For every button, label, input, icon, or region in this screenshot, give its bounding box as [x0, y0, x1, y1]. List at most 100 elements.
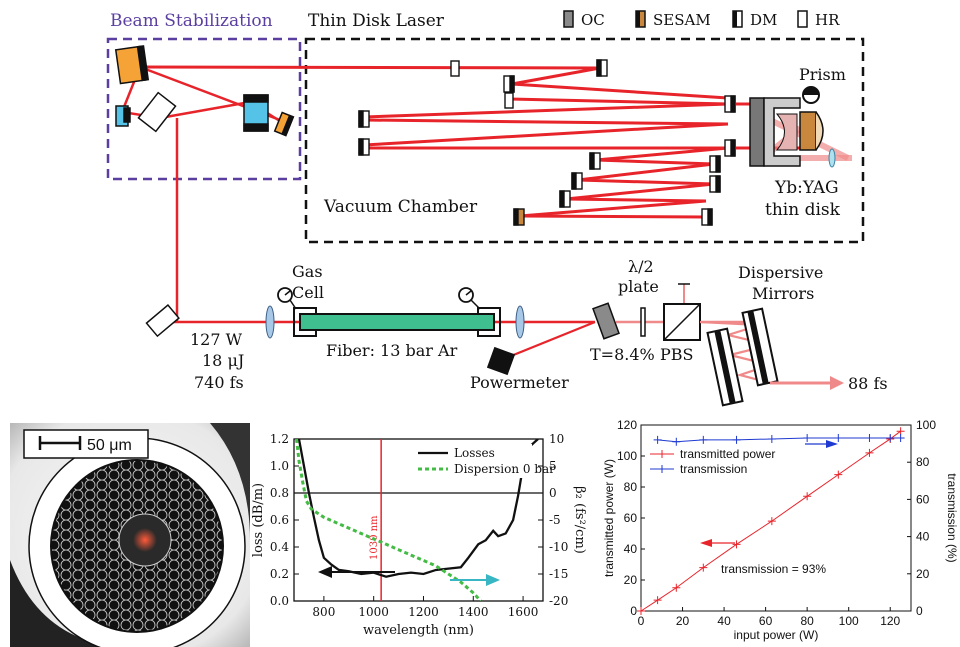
power-point — [653, 596, 662, 605]
transmission-line — [657, 437, 901, 443]
dm-mirror — [358, 138, 370, 156]
fold-mirror — [137, 91, 177, 133]
dm-mirror — [503, 75, 515, 93]
dispersion-line — [294, 439, 482, 601]
output-lens — [515, 305, 525, 339]
dm-mirror — [596, 59, 608, 77]
cell-label: Cell — [292, 283, 324, 302]
ybyag-label: Yb:YAG — [774, 178, 839, 198]
output-duration-label: 88 fs — [848, 374, 888, 393]
transmission-point — [865, 434, 874, 443]
y-right-tick-label: 0 — [549, 486, 557, 500]
gas-cell — [277, 287, 501, 337]
loss-dispersion-chart: 800 1000 1200 1400 1600 0.0 0.2 0.4 0.6 0.8 1.0 1.2… — [251, 432, 587, 638]
laser-setup-diagram: Beam Stabilization Thin Disk Laser OC SE… — [106, 10, 888, 407]
y-left-tick-label: 20 — [624, 573, 638, 587]
prism-label: Prism — [799, 65, 846, 84]
y-left-tick-label: 0.0 — [270, 594, 289, 608]
dm-mirror — [701, 208, 713, 226]
x-tick-label: 40 — [717, 614, 731, 628]
power-point — [699, 563, 708, 572]
y-right-tick-label: 10 — [549, 432, 564, 446]
y-left-tick-label: 120 — [617, 418, 637, 432]
x-tick-label: 60 — [759, 614, 773, 628]
hr-legend-label: HR — [815, 11, 840, 29]
legend-power-label: transmitted power — [680, 447, 775, 461]
transmission-annotation: transmission = 93% — [721, 562, 826, 576]
dispersive-mirror-pair — [699, 307, 844, 407]
y-right-tick-label: 80 — [916, 455, 930, 469]
legend-dispersion-label: Dispersion 0 bar — [454, 462, 555, 476]
power-point — [865, 448, 874, 457]
x-axis-label: input power (W) — [734, 628, 819, 642]
dm-label-1: Dispersive — [738, 263, 823, 282]
sesam-mount — [114, 45, 150, 85]
scalebar-label: 50 μm — [87, 437, 132, 454]
legend-box — [412, 444, 532, 478]
halfwave-plate — [640, 307, 646, 337]
x-tick-label: 80 — [800, 614, 814, 628]
y-right-tick-label: 100 — [916, 418, 936, 432]
wavelength-marker-label: 1030 nm — [369, 515, 380, 560]
y-left-tick-label: 80 — [624, 480, 638, 494]
x-tick-label: 1000 — [358, 605, 389, 619]
input-duration-label: 740 fs — [194, 373, 244, 392]
transmission-axis-arrow-icon — [826, 440, 838, 448]
hollow-core-fiber — [299, 313, 495, 331]
x-tick-label: 1400 — [458, 605, 489, 619]
y-right-tick-label: 5 — [549, 459, 557, 473]
thin-disk-laser-label: Thin Disk Laser — [308, 11, 445, 31]
y-right-tick-label: 40 — [916, 530, 930, 544]
thin-disk-head — [749, 86, 836, 168]
power-point — [672, 583, 681, 592]
transmission-point — [896, 434, 905, 443]
fiber-micrograph: 50 μm — [10, 423, 250, 647]
legend-transmission-swatch — [650, 465, 674, 473]
y-left-tick-label: 100 — [617, 449, 637, 463]
power-point — [834, 470, 843, 479]
input-lens — [265, 305, 275, 339]
y-left-tick-label: 60 — [624, 511, 638, 525]
piezo-mirror-2 — [243, 94, 269, 132]
transmission-point — [834, 434, 843, 443]
vacuum-chamber-label: Vacuum Chamber — [323, 197, 478, 217]
y-right-tick-label: -10 — [549, 540, 568, 554]
transmission-point — [732, 435, 741, 444]
y-right-tick-label: 20 — [916, 567, 930, 581]
input-energy-label: 18 μJ — [202, 351, 244, 370]
transmission-point — [672, 437, 681, 446]
dm-legend-label: DM — [750, 11, 777, 29]
legend-transmission-label: transmission — [680, 462, 747, 476]
y-right-tick-label: -5 — [549, 513, 561, 527]
sesam-legend-label: SESAM — [653, 11, 711, 29]
y-left-tick-label: 0.8 — [270, 486, 289, 500]
pbs-label: PBS — [660, 345, 693, 364]
input-power-label: 127 W — [190, 330, 243, 349]
left-axis-arrow-icon — [318, 566, 332, 578]
y-left-tick-label: 0 — [630, 604, 637, 618]
transmission-label: T=8.4% — [590, 345, 655, 364]
x-tick-label: 100 — [839, 614, 859, 628]
dm-label-2: Mirrors — [752, 284, 814, 303]
x-tick-label: 0 — [638, 614, 645, 628]
dm-mirror — [571, 172, 583, 190]
power-point — [732, 540, 741, 549]
y-left-tick-label: 1.0 — [270, 459, 289, 473]
y-right-axis-label: β₂ (fs²/cm) — [572, 486, 587, 554]
halfwave-label-1: λ/2 — [628, 257, 654, 276]
y-left-tick-label: 0.4 — [270, 540, 289, 554]
thin-disk-label: thin disk — [765, 200, 841, 220]
y-left-tick-label: 1.2 — [270, 432, 289, 446]
transmission-point — [699, 435, 708, 444]
thin-disk-laser-box — [304, 37, 865, 244]
oc-legend-label: OC — [581, 11, 605, 29]
power-point — [896, 427, 905, 436]
power-axis-arrow-icon — [700, 539, 712, 547]
halfwave-label-2: plate — [618, 277, 659, 296]
dm-mirror — [709, 155, 721, 173]
y-right-tick-label: -20 — [549, 594, 568, 608]
hr-mirror — [450, 60, 460, 77]
gas-label: Gas — [292, 262, 323, 281]
y-left-tick-label: 0.2 — [270, 567, 289, 581]
